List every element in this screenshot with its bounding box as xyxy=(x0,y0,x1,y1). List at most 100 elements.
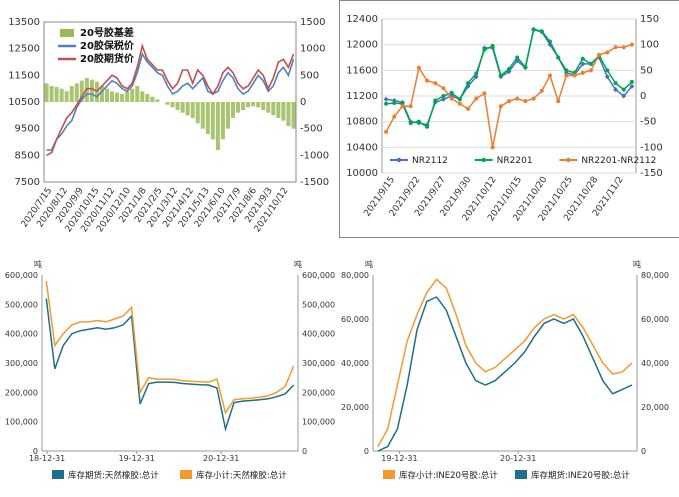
left-tick-label: 300,000 xyxy=(5,359,38,368)
series-point xyxy=(547,73,552,78)
left-tick-label: 600,000 xyxy=(5,271,38,280)
plot-frame xyxy=(43,21,297,183)
right-tick-label: -500 xyxy=(300,124,323,135)
series-point xyxy=(572,73,577,78)
basis-bar xyxy=(130,88,135,102)
series-point xyxy=(629,42,634,47)
right-tick-label: 40,000 xyxy=(641,359,669,368)
right-tick-label: 0 xyxy=(640,91,646,102)
left-tick-label: 10500 xyxy=(8,97,40,108)
basis-bar xyxy=(79,80,84,102)
basis-bar xyxy=(104,88,110,102)
series-point xyxy=(547,39,552,44)
basis-bar xyxy=(286,102,291,126)
series-point xyxy=(621,45,626,50)
series-point xyxy=(466,106,471,111)
legend-marker xyxy=(566,157,571,163)
left-unit-label: 吨 xyxy=(34,259,42,269)
basis-bar xyxy=(89,79,94,102)
basis-bar xyxy=(200,102,205,129)
left-tick-label: 40,000 xyxy=(341,359,369,368)
legend-label: NR2112 xyxy=(412,156,448,166)
x-tick-label: 19-12-31 xyxy=(381,454,417,463)
legend-label: 库存小计:INE20号胶:总计 xyxy=(399,470,498,481)
basis-chart: 7500 8500 9500 10500 11500 12500 13500 -1500 -10… xyxy=(8,17,329,234)
series-line-1 xyxy=(386,28,633,128)
series-line-0 xyxy=(45,298,295,432)
series-point xyxy=(416,119,421,124)
series-line-1 xyxy=(46,52,295,151)
right-unit-label: 吨 xyxy=(633,259,641,269)
series-point xyxy=(383,96,389,102)
series-point xyxy=(621,93,627,99)
basis-bar xyxy=(236,102,241,113)
series-point xyxy=(515,55,520,60)
series-point xyxy=(580,61,586,67)
left-tick-label: 20,000 xyxy=(341,403,369,412)
basis-bar xyxy=(225,102,230,129)
basis-bar xyxy=(64,91,69,102)
right-tick-label: 500 xyxy=(300,70,319,81)
series-point xyxy=(613,87,619,93)
legend-swatch xyxy=(180,470,192,479)
legend-label: NR2201-NR2112 xyxy=(581,156,656,166)
series-point xyxy=(539,29,544,34)
x-tick-label: 20-12-31 xyxy=(500,454,536,463)
basis-bar xyxy=(241,102,246,110)
series-line-1 xyxy=(377,296,633,452)
left-tick-label: 10800 xyxy=(346,117,378,128)
right-tick-label: -50 xyxy=(640,117,656,128)
series-line-0 xyxy=(385,28,633,126)
basis-bar xyxy=(291,102,296,129)
series-point xyxy=(474,96,479,101)
series-point xyxy=(449,90,454,95)
series-point xyxy=(547,42,553,48)
right-unit-label: 吨 xyxy=(294,259,302,269)
basis-bar xyxy=(190,102,195,118)
series-point xyxy=(441,86,446,91)
basis-bar xyxy=(256,102,261,108)
series-point xyxy=(613,81,618,86)
basis-bar xyxy=(69,86,74,102)
series-point xyxy=(613,45,618,50)
series-point xyxy=(416,65,421,70)
legend-swatch xyxy=(383,470,395,479)
basis-bar xyxy=(230,102,236,118)
series-point xyxy=(498,104,503,109)
left-tick-label: 0 xyxy=(364,447,369,456)
series-point xyxy=(523,65,528,70)
right-tick-label: 1000 xyxy=(300,44,325,55)
series-point xyxy=(507,67,511,72)
left-tick-label: 9500 xyxy=(15,124,40,135)
x-tick-label: 19-12-31 xyxy=(119,454,155,463)
right-tick-label: -1500 xyxy=(300,177,329,188)
right-tick-label: 100,000 xyxy=(302,418,335,427)
series-point xyxy=(392,114,397,119)
basis-bar xyxy=(44,83,49,102)
series-point xyxy=(425,124,430,129)
right-tick-label: 0 xyxy=(300,97,306,108)
right-tick-label: 100 xyxy=(640,40,659,51)
legend-label: 20号胶基差 xyxy=(80,26,134,39)
series-point xyxy=(507,99,511,104)
right-tick-label: 50 xyxy=(640,65,653,76)
series-point xyxy=(457,97,462,102)
right-tick-label: 300,000 xyxy=(302,359,335,368)
natural-rubber-stock-chart: 0 100,000 200,000 300,000 400,000 500,000 600,… xyxy=(5,259,335,481)
basis-bar xyxy=(220,102,225,140)
series-point xyxy=(400,104,405,109)
right-tick-label: 200,000 xyxy=(302,388,335,397)
series-point xyxy=(556,99,561,104)
series-point xyxy=(482,47,487,52)
series-point xyxy=(457,101,462,106)
series-point xyxy=(531,96,536,101)
series-point xyxy=(604,74,610,80)
left-tick-label: 11200 xyxy=(346,91,378,102)
right-tick-label: -100 xyxy=(640,142,663,153)
basis-bar xyxy=(54,87,59,102)
left-tick-label: 12000 xyxy=(346,40,378,51)
basis-bar xyxy=(271,102,276,116)
series-point xyxy=(580,70,585,75)
series-point xyxy=(441,94,446,98)
series-point xyxy=(556,55,561,60)
